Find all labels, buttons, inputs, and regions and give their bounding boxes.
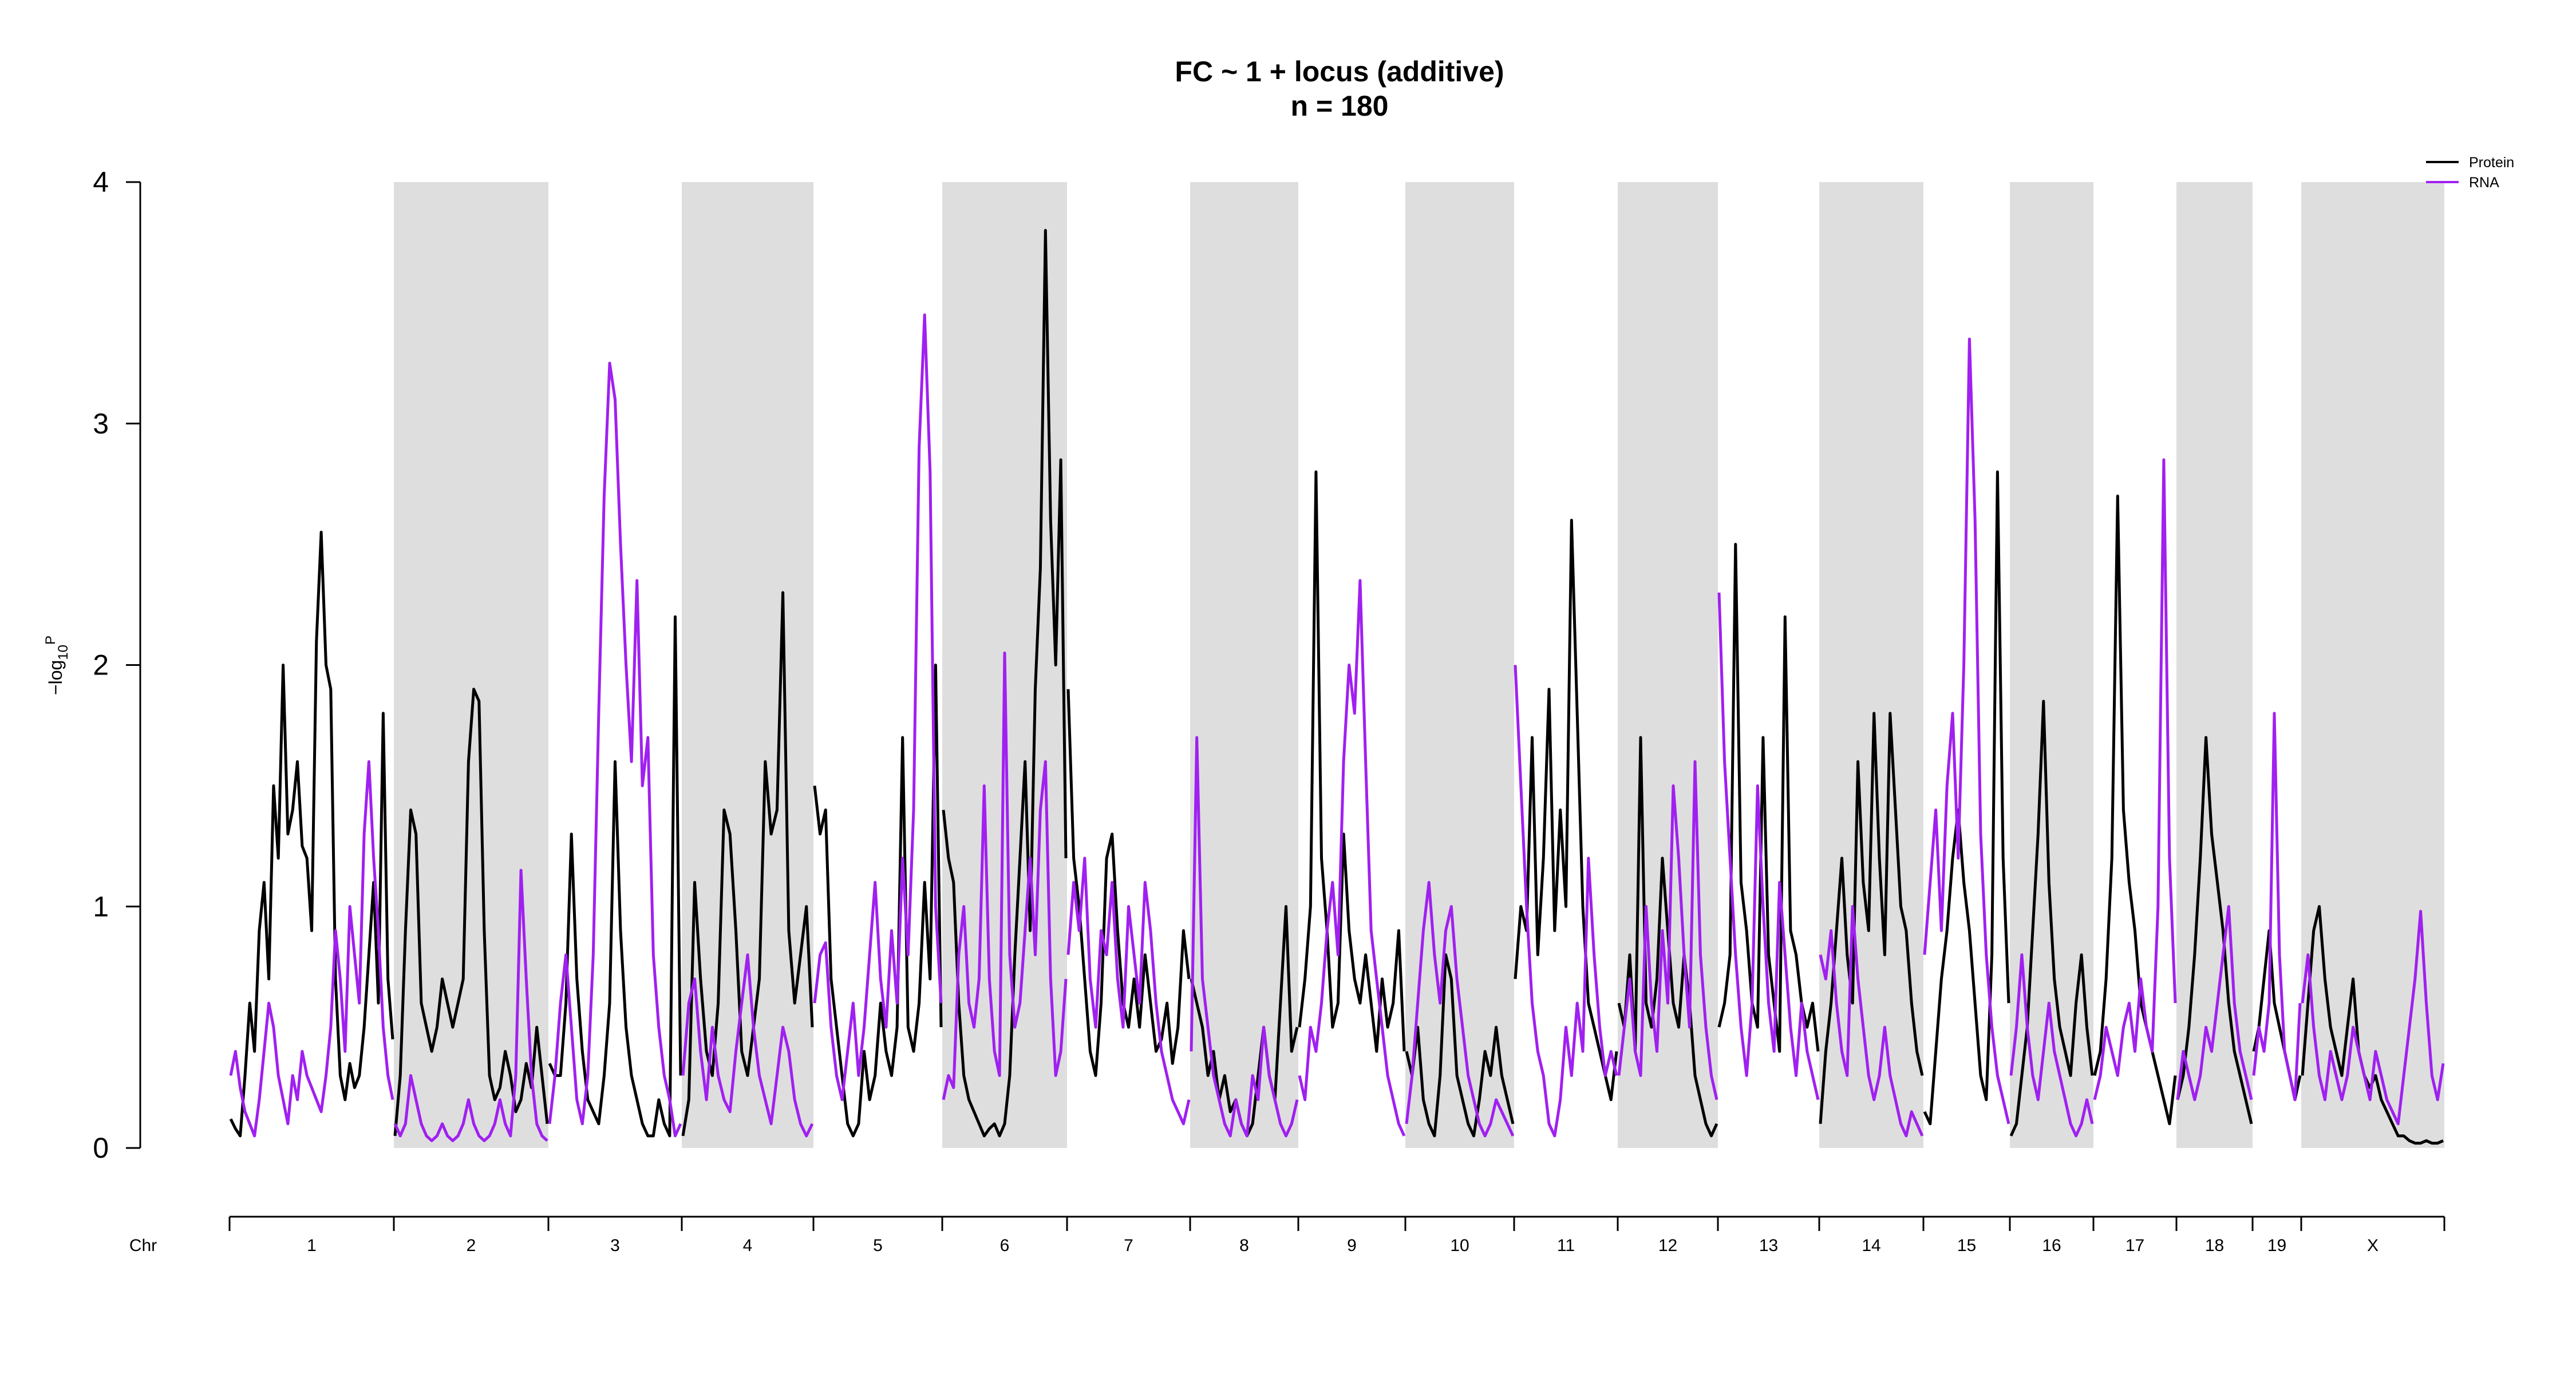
y-tick-label-1: 1 — [93, 890, 109, 922]
chart-title: FC ~ 1 + locus (additive) — [1175, 56, 1504, 88]
y-axis-ticks: 0 1 2 3 4 — [93, 166, 140, 1164]
chr-label-14: 14 — [1862, 1236, 1880, 1255]
y-label-sup: P — [43, 636, 58, 645]
chr-label-7: 7 — [1124, 1236, 1133, 1255]
chr-label-16: 16 — [2042, 1236, 2061, 1255]
legend-rna-label: RNA — [2469, 175, 2499, 191]
y-axis: 0 1 2 3 4 — [93, 166, 141, 1164]
chr-shade-2 — [394, 182, 548, 1148]
chr-label-13: 13 — [1759, 1236, 1778, 1255]
y-tick-label-4: 4 — [93, 166, 109, 198]
chr-shade-X — [2301, 182, 2444, 1148]
y-axis-label: −log10P — [43, 636, 71, 695]
x-axis-label: Chr — [129, 1236, 157, 1255]
series-line-rna — [229, 313, 2445, 1142]
chr-shade-4 — [682, 182, 813, 1148]
chr-label-9: 9 — [1347, 1236, 1357, 1255]
chr-label-1: 1 — [307, 1236, 317, 1255]
chr-shade-18 — [2176, 182, 2253, 1148]
legend-protein-label: Protein — [2469, 155, 2514, 171]
chr-label-X: X — [2367, 1236, 2379, 1255]
chr-shade-14 — [1819, 182, 1923, 1148]
x-axis: 1 2 3 4 5 6 7 8 9 10 11 12 13 14 15 16 17 18 19 X Chr — [129, 1216, 2445, 1255]
y-tick-label-3: 3 — [93, 408, 109, 440]
x-axis-ticks: 1 2 3 4 5 6 7 8 9 10 11 12 13 14 15 16 17 18 19 X — [228, 1217, 2445, 1255]
chr-label-4: 4 — [743, 1236, 753, 1255]
legend: Protein RNA — [2426, 155, 2514, 191]
chr-label-11: 11 — [1557, 1236, 1575, 1255]
y-label-base: −log — [45, 660, 66, 695]
y-tick-label-0: 0 — [93, 1132, 109, 1164]
chr-shade-16 — [2010, 182, 2093, 1148]
chr-label-12: 12 — [1658, 1236, 1677, 1255]
y-tick-label-2: 2 — [93, 649, 109, 681]
chr-label-19: 19 — [2267, 1236, 2286, 1255]
chr-label-17: 17 — [2125, 1236, 2144, 1255]
series-line-protein — [229, 228, 2444, 1145]
chr-shade-10 — [1405, 182, 1514, 1148]
chromosome-shading-layer — [394, 182, 2444, 1148]
chart-subtitle: n = 180 — [1291, 90, 1389, 122]
chr-label-18: 18 — [2205, 1236, 2224, 1255]
chr-label-5: 5 — [873, 1236, 883, 1255]
series-lines-layer — [229, 228, 2445, 1145]
y-label-sub: 10 — [56, 645, 71, 660]
chr-label-8: 8 — [1239, 1236, 1249, 1255]
chr-label-10: 10 — [1450, 1236, 1469, 1255]
chr-label-15: 15 — [1957, 1236, 1976, 1255]
chr-label-2: 2 — [467, 1236, 476, 1255]
chr-label-3: 3 — [610, 1236, 620, 1255]
chr-label-6: 6 — [1000, 1236, 1010, 1255]
